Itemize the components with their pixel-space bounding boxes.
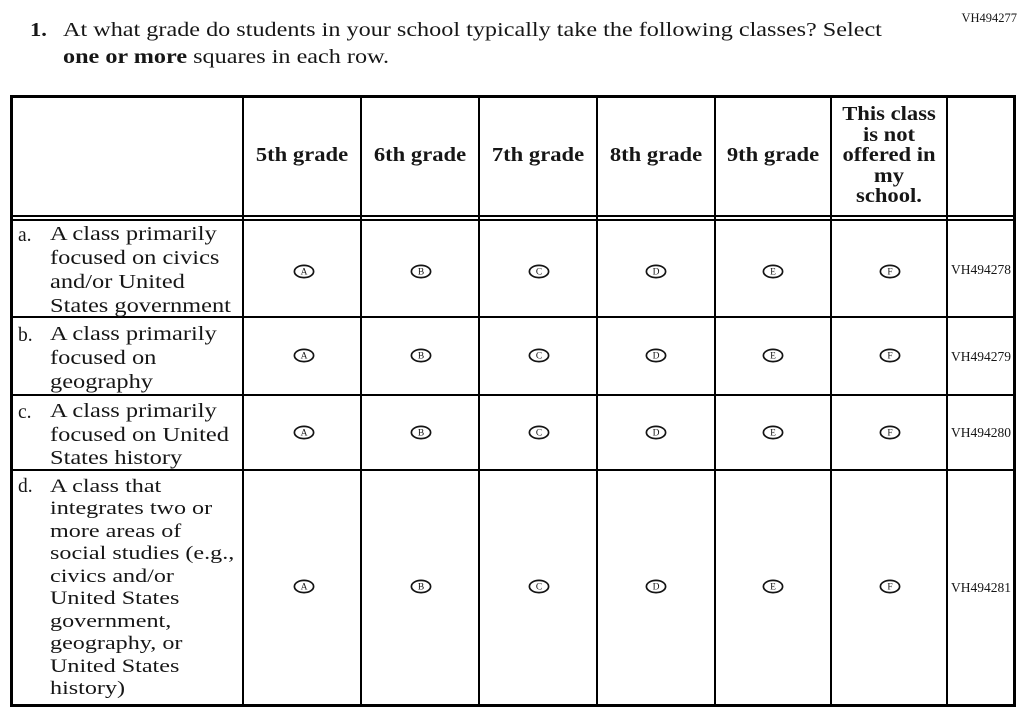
svg-text:A: A [301, 583, 308, 593]
svg-text:E: E [770, 351, 776, 361]
svg-text:D: D [653, 267, 660, 277]
svg-text:A: A [301, 351, 308, 361]
svg-text:F: F [888, 428, 893, 438]
svg-text:D: D [653, 351, 660, 361]
svg-text:C: C [536, 267, 542, 277]
svg-text:B: B [418, 583, 424, 593]
svg-text:B: B [418, 428, 424, 438]
svg-text:F: F [888, 351, 893, 361]
svg-text:E: E [770, 267, 776, 277]
svg-text:A: A [301, 267, 308, 277]
svg-text:B: B [418, 267, 424, 277]
svg-text:E: E [770, 583, 776, 593]
svg-text:C: C [536, 351, 542, 361]
svg-text:F: F [888, 583, 893, 593]
svg-text:E: E [770, 428, 776, 438]
svg-text:D: D [653, 583, 660, 593]
svg-text:C: C [536, 428, 542, 438]
svg-text:C: C [536, 583, 542, 593]
svg-text:B: B [418, 351, 424, 361]
svg-text:F: F [888, 267, 893, 277]
svg-text:A: A [301, 428, 308, 438]
svg-text:D: D [653, 428, 660, 438]
